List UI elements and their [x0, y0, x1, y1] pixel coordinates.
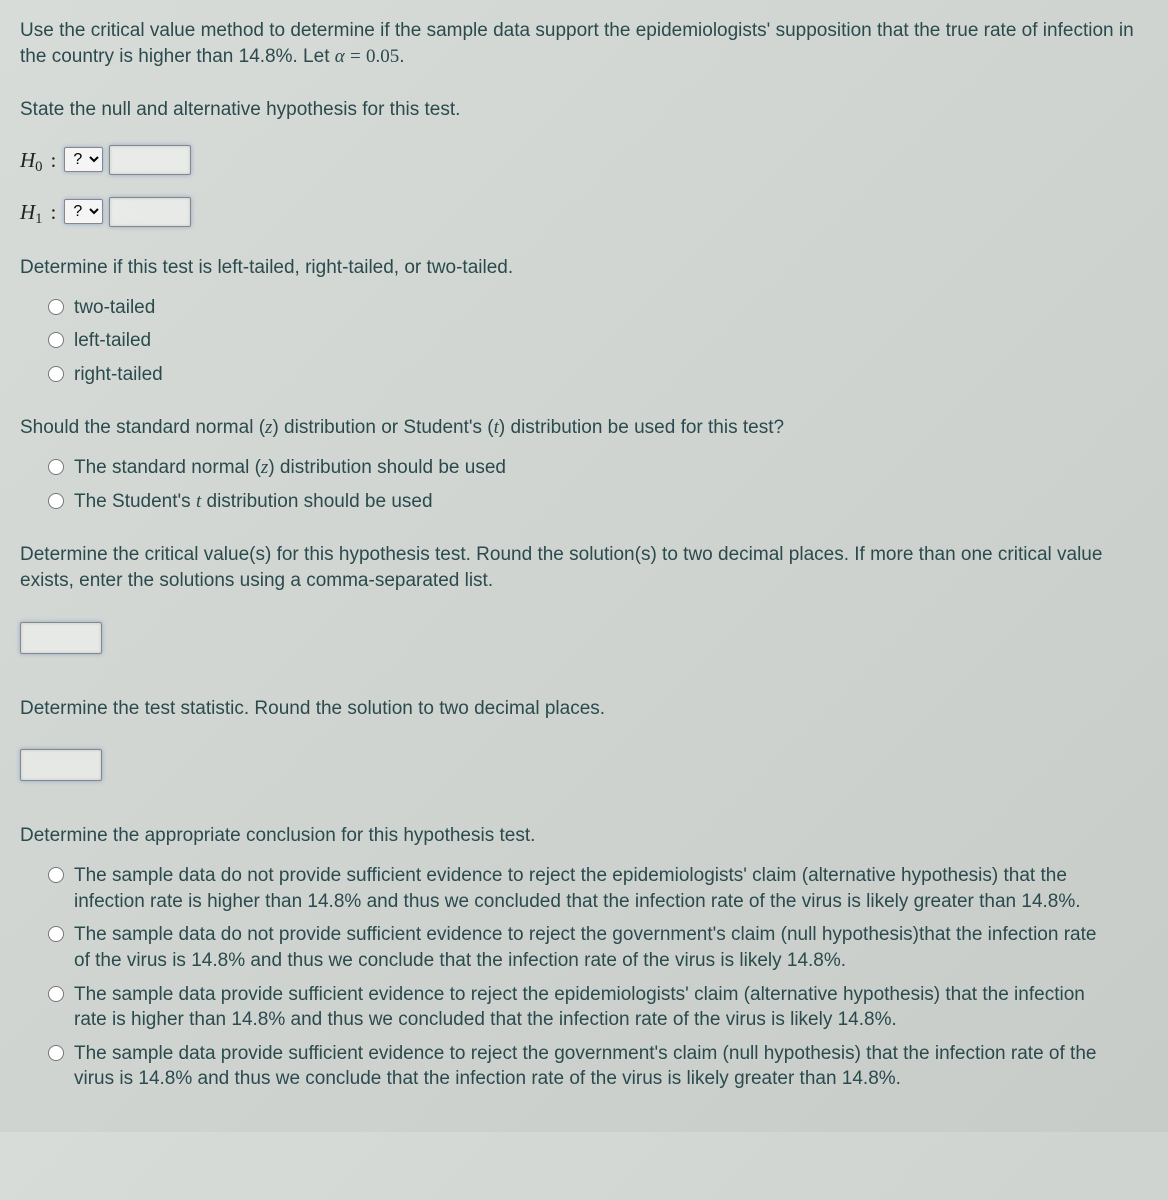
h0-value-input[interactable] [109, 145, 191, 175]
tail-label-left: left-tailed [74, 328, 1098, 354]
h1-operator-select[interactable]: ? [64, 199, 103, 224]
tail-options: two-tailed left-tailed right-tailed [48, 295, 1148, 388]
tail-opt-left: left-tailed [48, 328, 1098, 354]
tail-opt-two: two-tailed [48, 295, 1098, 321]
q-stat: Determine the test statistic. Round the … [20, 696, 1148, 722]
q-crit: Determine the critical value(s) for this… [20, 542, 1148, 593]
tail-opt-right: right-tailed [48, 362, 1098, 388]
h0-row: H0 : ? [20, 145, 1148, 175]
intro-span: Use the critical value method to determi… [20, 20, 1134, 67]
concl-radio-c[interactable] [48, 986, 64, 1002]
concl-opt-c: The sample data provide sufficient evide… [48, 982, 1098, 1033]
h0-symbol: H0 [20, 146, 43, 174]
concl-radio-b[interactable] [48, 926, 64, 942]
concl-label-a: The sample data do not provide sufficien… [74, 863, 1098, 914]
h1-colon: : [51, 198, 57, 226]
h1-value-input[interactable] [109, 197, 191, 227]
h1-row: H1 : ? [20, 197, 1148, 227]
tail-label-right: right-tailed [74, 362, 1098, 388]
dist-radio-z[interactable] [48, 459, 64, 475]
test-statistic-input[interactable] [20, 749, 102, 781]
concl-radio-d[interactable] [48, 1045, 64, 1061]
h1-symbol: H1 [20, 198, 43, 226]
q-dist-span: Should the standard normal (z) distribut… [20, 417, 784, 438]
concl-opt-a: The sample data do not provide sufficien… [48, 863, 1098, 914]
dist-label-z: The standard normal (z) distribution sho… [74, 455, 1098, 481]
concl-options: The sample data do not provide sufficien… [48, 863, 1148, 1092]
dist-options: The standard normal (z) distribution sho… [48, 455, 1148, 514]
h0-colon: : [51, 146, 57, 174]
tail-radio-left[interactable] [48, 332, 64, 348]
concl-label-b: The sample data do not provide sufficien… [74, 922, 1098, 973]
q-hypotheses: State the null and alternative hypothesi… [20, 97, 1148, 123]
tail-radio-two[interactable] [48, 299, 64, 315]
tail-label-two: two-tailed [74, 295, 1098, 321]
q-tail: Determine if this test is left-tailed, r… [20, 255, 1148, 281]
critical-value-input[interactable] [20, 622, 102, 654]
dist-opt-t: The Student's t distribution should be u… [48, 489, 1098, 515]
q-concl: Determine the appropriate conclusion for… [20, 823, 1148, 849]
concl-opt-b: The sample data do not provide sufficien… [48, 922, 1098, 973]
dist-radio-t[interactable] [48, 493, 64, 509]
dist-label-t: The Student's t distribution should be u… [74, 489, 1098, 515]
concl-radio-a[interactable] [48, 867, 64, 883]
h0-operator-select[interactable]: ? [64, 147, 103, 172]
concl-label-c: The sample data provide sufficient evide… [74, 982, 1098, 1033]
concl-label-d: The sample data provide sufficient evide… [74, 1041, 1098, 1092]
intro-text: Use the critical value method to determi… [20, 18, 1148, 69]
concl-opt-d: The sample data provide sufficient evide… [48, 1041, 1098, 1092]
q-dist: Should the standard normal (z) distribut… [20, 415, 1148, 441]
tail-radio-right[interactable] [48, 366, 64, 382]
dist-opt-z: The standard normal (z) distribution sho… [48, 455, 1098, 481]
